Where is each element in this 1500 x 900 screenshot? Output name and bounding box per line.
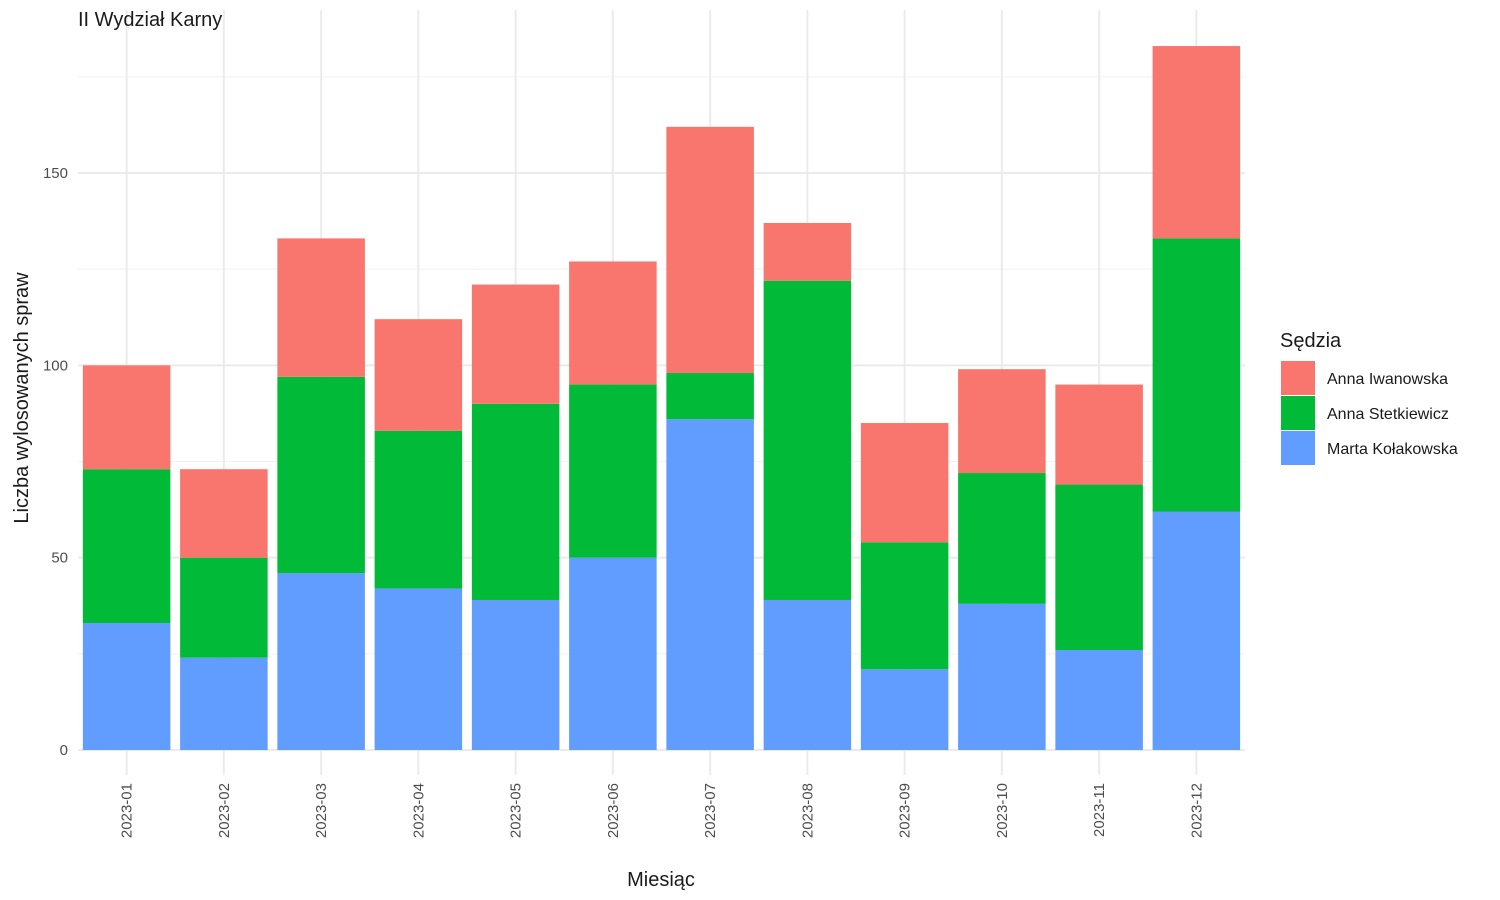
bar-segment	[860, 542, 949, 670]
bar-segment	[763, 223, 852, 281]
bar-segment	[666, 126, 754, 374]
bar-segment	[763, 280, 852, 600]
bar-segment	[1152, 238, 1241, 512]
bar-segment	[1152, 46, 1241, 239]
legend-swatch	[1281, 396, 1315, 430]
bar-segment	[666, 373, 754, 420]
y-axis-title: Liczba wylosowanych spraw	[11, 272, 33, 524]
bar-segment	[860, 669, 949, 750]
bar-segment	[763, 599, 852, 750]
x-tick-label: 2023-04	[410, 783, 427, 838]
x-tick-label: 2023-02	[216, 783, 233, 838]
y-tick-label: 0	[60, 742, 68, 759]
bar-segment	[569, 557, 657, 750]
bar-segment	[180, 557, 268, 658]
bar-segment	[82, 365, 171, 470]
chart-title: II Wydział Karny	[78, 9, 222, 31]
bar-segment	[374, 319, 463, 431]
bar-segment	[82, 623, 171, 750]
y-axis-ticks: 0 50 100 150	[43, 165, 68, 759]
x-axis-ticks: 2023-01 2023-02 2023-03 2023-04 2023-05 2023-…	[119, 783, 1206, 838]
bar-segment	[1055, 484, 1143, 650]
bar-segment	[569, 261, 657, 385]
x-tick-label: 2023-06	[605, 783, 622, 838]
bar-segment	[471, 284, 560, 404]
legend-label: Anna Iwanowska	[1327, 371, 1448, 388]
bar-segment	[860, 423, 949, 543]
bar-segment	[958, 473, 1046, 604]
x-tick-label: 2023-10	[994, 783, 1011, 838]
x-tick-label: 2023-09	[897, 783, 914, 838]
bar-segment	[277, 573, 365, 750]
legend-swatch	[1281, 361, 1315, 395]
bar-segment	[180, 657, 268, 750]
x-tick-label: 2023-01	[119, 783, 136, 838]
bar-segment	[277, 376, 365, 574]
bar-segment	[666, 419, 754, 750]
legend-items: Anna Iwanowska Anna Stetkiewicz Marta Koła…	[1281, 361, 1458, 465]
bar-segment	[277, 238, 365, 377]
legend-title: Sędzia	[1280, 330, 1342, 352]
bar-segment	[374, 430, 463, 589]
bar-segment	[958, 369, 1046, 474]
bar-segment	[180, 469, 268, 558]
x-tick-label: 2023-05	[508, 783, 525, 838]
legend-swatch	[1281, 431, 1315, 465]
bar-segment	[958, 603, 1046, 750]
y-tick-label: 50	[51, 550, 68, 567]
legend-label: Marta Kołakowska	[1327, 441, 1458, 458]
x-tick-label: 2023-12	[1188, 783, 1205, 838]
legend: Sędzia Anna Iwanowska Anna Stetkiewicz Mar…	[1280, 330, 1458, 465]
bar-segment	[471, 599, 560, 750]
x-tick-label: 2023-08	[799, 783, 816, 838]
x-tick-label: 2023-07	[702, 783, 719, 838]
bar-segment	[82, 469, 171, 624]
x-tick-label: 2023-03	[313, 783, 330, 838]
y-tick-label: 100	[43, 357, 68, 374]
y-tick-label: 150	[43, 165, 68, 182]
bar-segment	[1152, 511, 1241, 750]
x-tick-label: 2023-11	[1091, 783, 1108, 837]
x-axis-title: Miesiąc	[627, 869, 695, 891]
bars	[82, 46, 1241, 750]
legend-label: Anna Stetkiewicz	[1327, 406, 1449, 423]
bar-segment	[1055, 649, 1143, 750]
bar-segment	[1055, 384, 1143, 485]
bar-segment	[471, 403, 560, 600]
bar-segment	[569, 384, 657, 558]
bar-segment	[374, 588, 463, 750]
